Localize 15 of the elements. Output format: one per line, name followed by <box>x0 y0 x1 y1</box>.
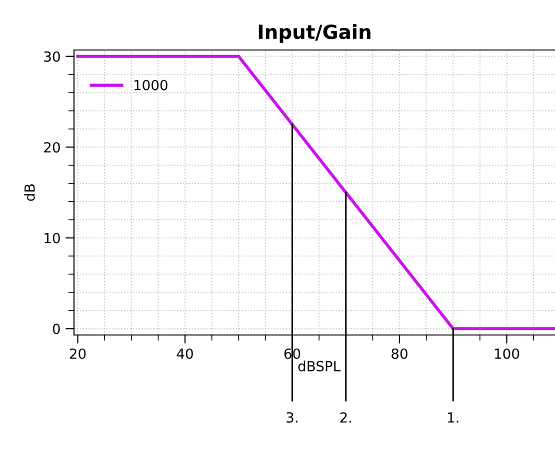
y-tick-label: 0 <box>52 324 60 334</box>
y-tick-label: 10 <box>44 232 60 244</box>
y-tick-label: 30 <box>44 51 60 62</box>
x-tick-label: 80 <box>392 348 408 359</box>
legend-label: 1000 <box>134 80 168 90</box>
annotation: 1. <box>448 412 458 423</box>
x-axis-title: dBSPL <box>298 360 340 372</box>
x-tick-label: 20 <box>70 348 86 359</box>
y-axis-title: dB <box>24 184 35 201</box>
y-tick-label: 20 <box>44 142 60 153</box>
chart-title: Input/Gain <box>258 24 370 43</box>
annotation: 3. <box>286 412 298 423</box>
annotation: 2. <box>340 412 351 423</box>
x-tick-label: 40 <box>176 348 193 359</box>
x-tick-label: 100 <box>495 348 520 359</box>
